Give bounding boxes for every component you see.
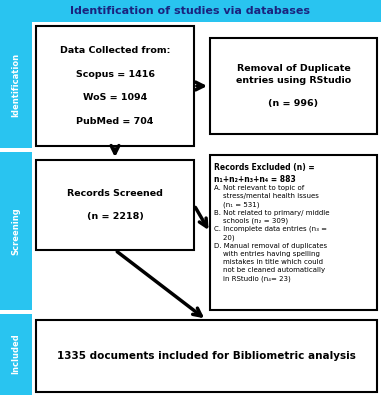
FancyBboxPatch shape <box>36 26 194 146</box>
FancyBboxPatch shape <box>36 320 377 392</box>
Text: Screening: Screening <box>11 207 21 255</box>
Text: Records Screened

(n = 2218): Records Screened (n = 2218) <box>67 189 163 221</box>
Text: Removal of Duplicate
entries using RStudio

(n = 996): Removal of Duplicate entries using RStud… <box>236 64 351 108</box>
FancyBboxPatch shape <box>0 152 32 310</box>
Text: Included: Included <box>11 334 21 374</box>
FancyBboxPatch shape <box>0 0 381 22</box>
FancyBboxPatch shape <box>210 38 377 134</box>
FancyBboxPatch shape <box>0 314 32 395</box>
Text: Identification of studies via databases: Identification of studies via databases <box>70 6 310 16</box>
Text: Data Collected from:

Scopus = 1416

WoS = 1094

PubMed = 704: Data Collected from: Scopus = 1416 WoS =… <box>60 46 170 126</box>
Text: A. Not relevant to topic of
    stress/mental health issues
    (n₁ = 531)
B. No: A. Not relevant to topic of stress/menta… <box>214 185 330 282</box>
FancyBboxPatch shape <box>0 22 32 148</box>
Text: Identification: Identification <box>11 53 21 117</box>
Text: Records Excluded (n) =
n₁+n₂+n₃+n₄ = 883: Records Excluded (n) = n₁+n₂+n₃+n₄ = 883 <box>214 163 315 184</box>
Text: 1335 documents included for Bibliometric analysis: 1335 documents included for Bibliometric… <box>57 351 356 361</box>
FancyBboxPatch shape <box>36 160 194 250</box>
FancyBboxPatch shape <box>210 155 377 310</box>
